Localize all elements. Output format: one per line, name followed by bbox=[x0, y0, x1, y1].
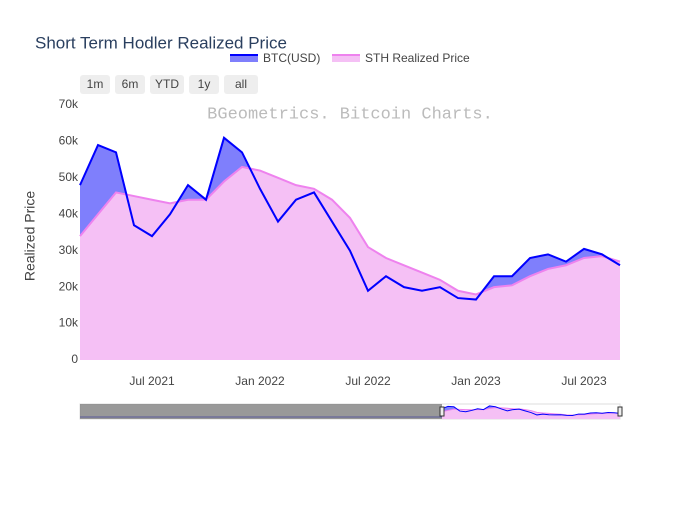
range-button-label: 6m bbox=[122, 77, 139, 91]
range-button-label: 1m bbox=[87, 77, 104, 91]
range-button-bg bbox=[150, 75, 184, 94]
y-tick-label: 40k bbox=[59, 206, 79, 220]
y-tick-label: 30k bbox=[59, 243, 79, 257]
range-slider-mask bbox=[80, 404, 442, 419]
range-button[interactable]: 1m bbox=[80, 75, 110, 94]
line bbox=[79, 165, 621, 296]
chart-title: Short Term Hodler Realized Price bbox=[35, 33, 287, 52]
range-button-label: YTD bbox=[155, 77, 179, 91]
slider-line bbox=[441, 405, 621, 416]
legend-label: BTC(USD) bbox=[263, 51, 320, 65]
line bbox=[79, 136, 621, 301]
range-button-bg bbox=[224, 75, 258, 94]
x-tick-label: Jul 2022 bbox=[345, 374, 391, 388]
x-tick-label: Jan 2022 bbox=[235, 374, 285, 388]
range-slider-handle[interactable] bbox=[439, 406, 445, 417]
legend-label: STH Realized Price bbox=[365, 51, 470, 65]
range-slider-handle[interactable] bbox=[617, 406, 623, 417]
area bbox=[80, 166, 620, 360]
range-button[interactable]: 6m bbox=[115, 75, 145, 94]
x-tick-label: Jul 2023 bbox=[561, 374, 607, 388]
x-tick-label: Jan 2023 bbox=[451, 374, 501, 388]
range-button-label: all bbox=[235, 77, 247, 91]
range-button-bg bbox=[115, 75, 145, 94]
legend-swatch bbox=[332, 55, 360, 62]
legend-swatch bbox=[230, 55, 258, 62]
range-button-bg bbox=[189, 75, 219, 94]
watermark: BGeometrics. Bitcoin Charts. bbox=[207, 105, 493, 124]
range-button-bg bbox=[80, 75, 110, 94]
range-button-label: 1y bbox=[198, 77, 211, 91]
range-button[interactable]: 1y bbox=[189, 75, 219, 94]
slider-area bbox=[442, 407, 620, 419]
range-button[interactable]: YTD bbox=[150, 75, 184, 94]
y-tick-label: 50k bbox=[59, 170, 79, 184]
y-axis-title: Realized Price bbox=[22, 191, 38, 281]
y-tick-label: 10k bbox=[59, 316, 79, 330]
slider-line bbox=[441, 407, 621, 416]
range-button[interactable]: all bbox=[224, 75, 258, 94]
y-tick-label: 60k bbox=[59, 134, 79, 148]
y-tick-label: 20k bbox=[59, 279, 79, 293]
y-tick-label: 70k bbox=[59, 97, 79, 111]
x-tick-label: Jul 2021 bbox=[129, 374, 175, 388]
y-tick-label: 0 bbox=[71, 352, 78, 366]
